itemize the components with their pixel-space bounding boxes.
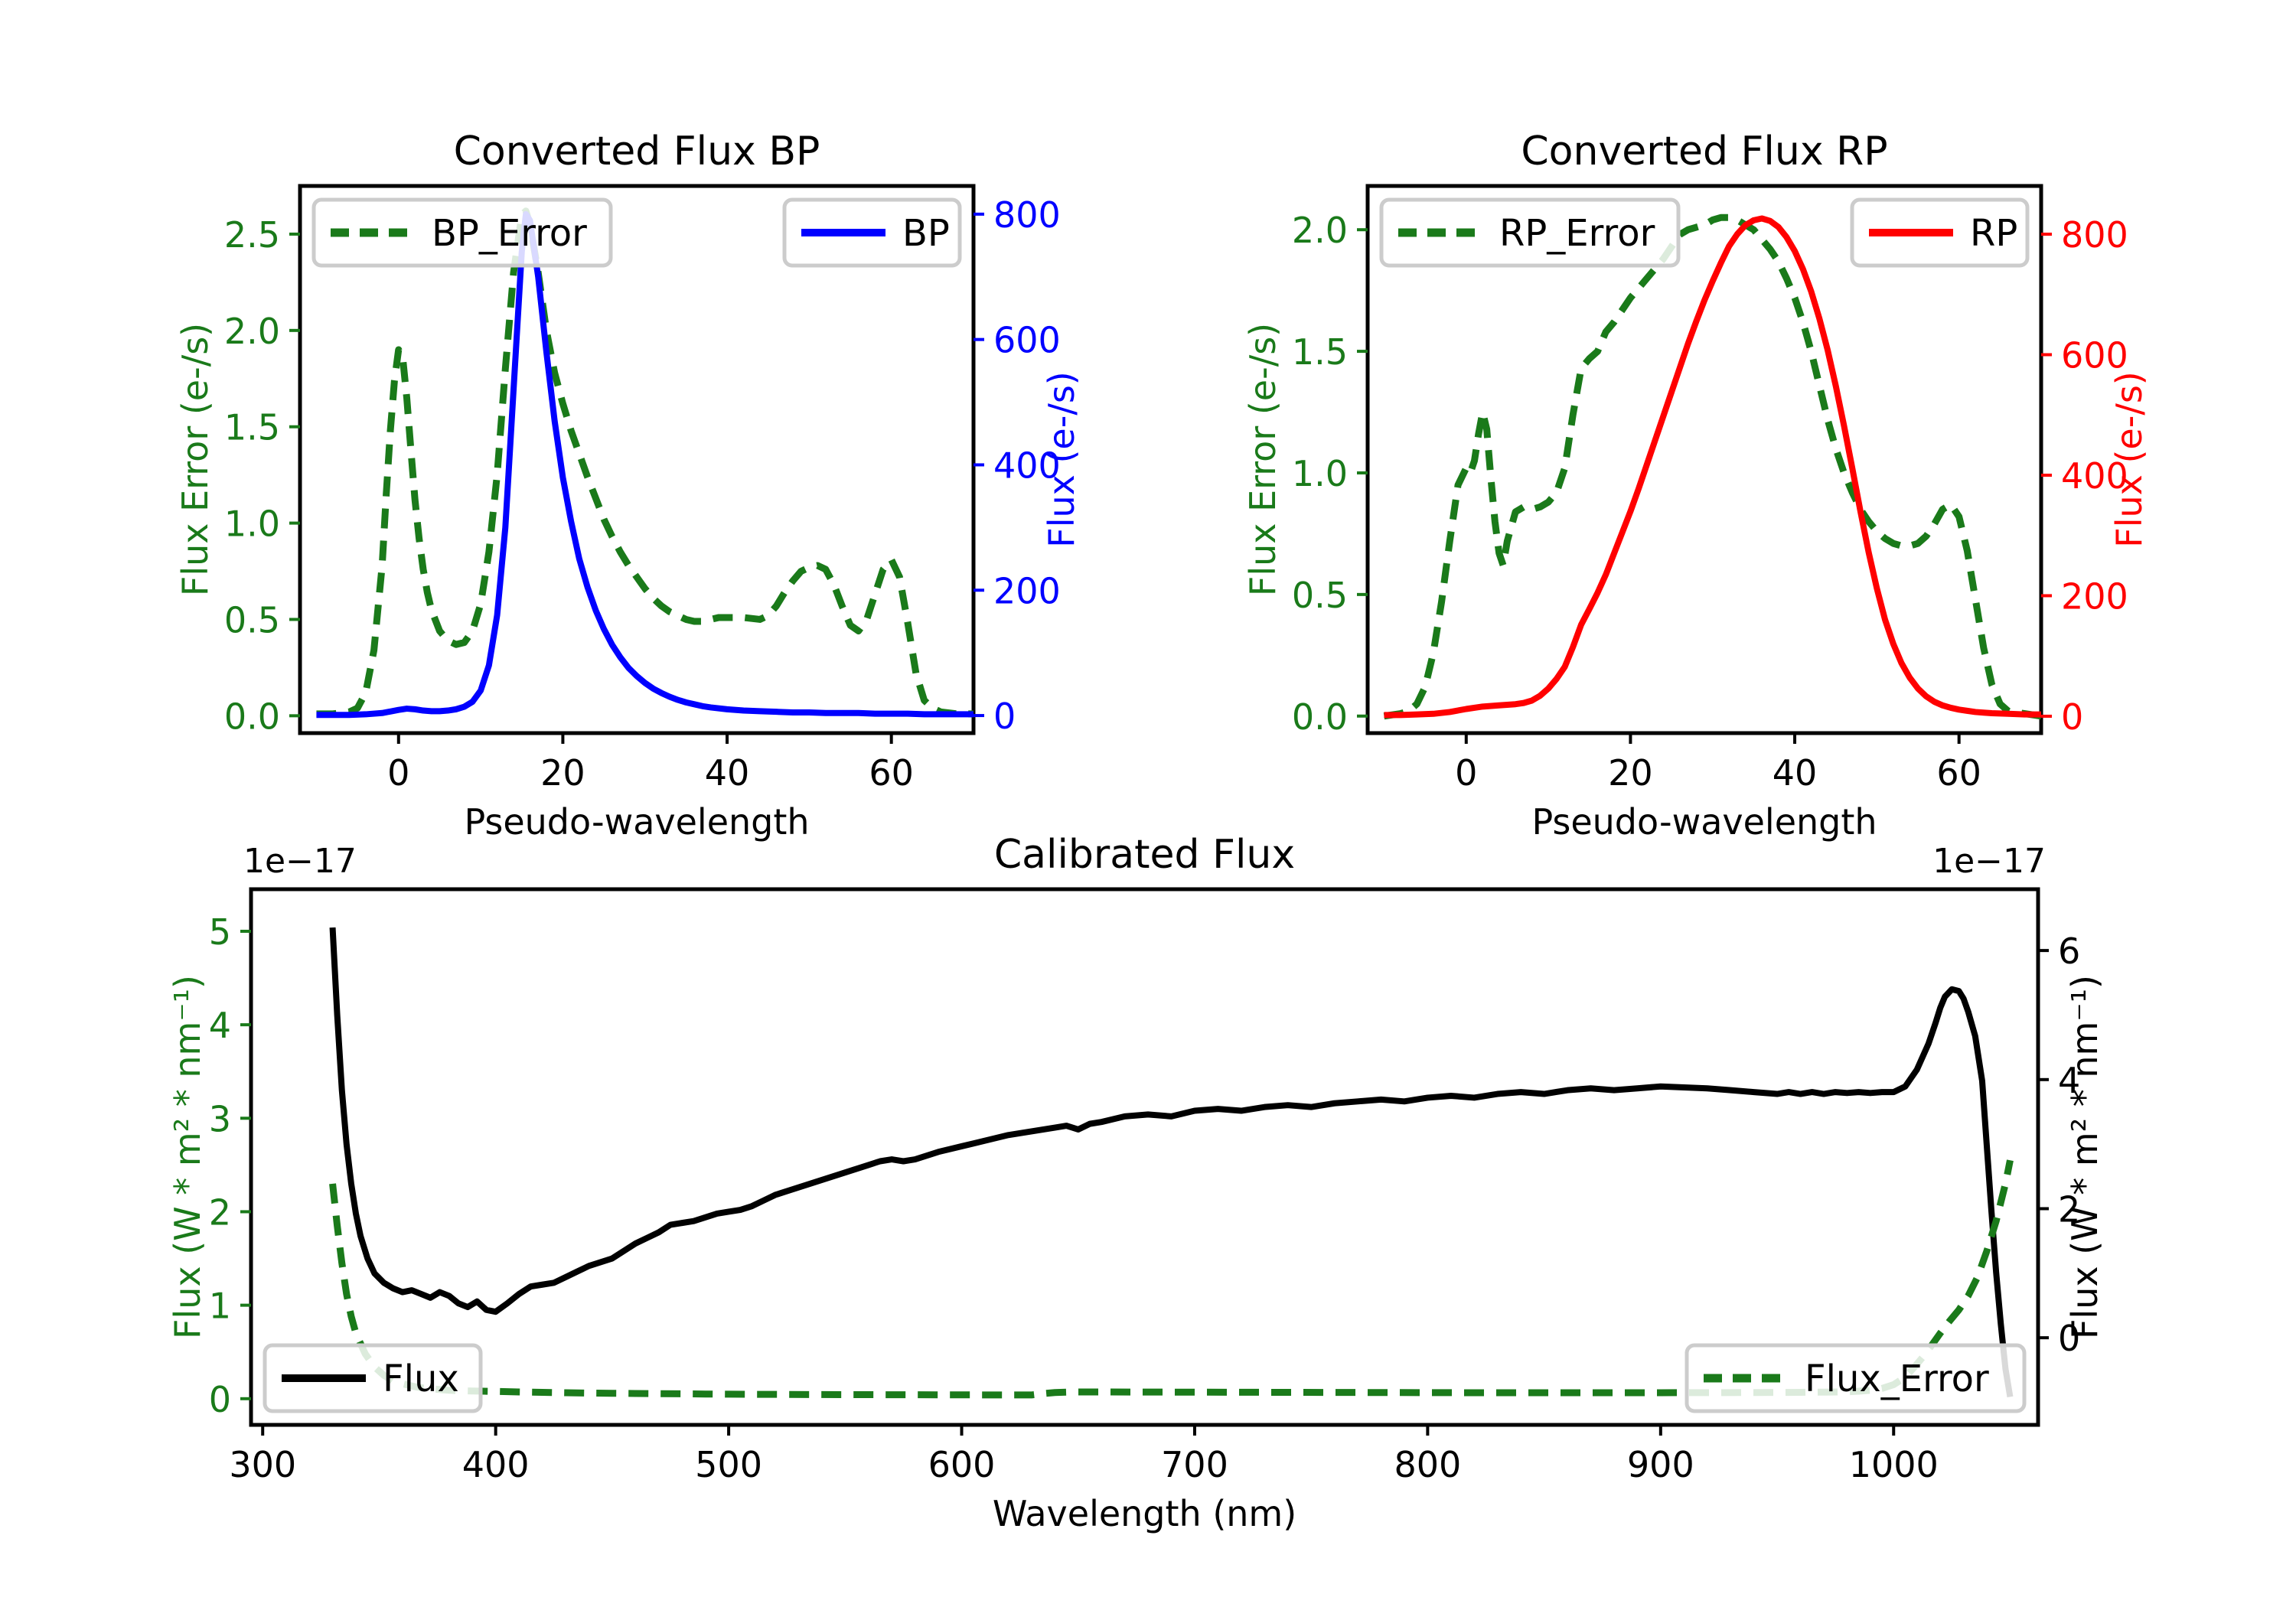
x-tick-label: 60 [869, 752, 914, 794]
series-group-bp [316, 207, 974, 719]
x-tick-label: 20 [1608, 752, 1653, 794]
x-tick-label: 300 [229, 1444, 296, 1485]
y-tick-label-left: 0.0 [224, 696, 280, 737]
panel-rp: Converted Flux RP 0 20 40 60 Pseudo-wavelengt… [1242, 129, 2150, 843]
series-rp-error [1383, 214, 2041, 720]
x-tick-label: 400 [462, 1444, 530, 1485]
panel-bp: Converted Flux BP 0 20 40 60 Pseudo-wavelengt… [174, 129, 1082, 843]
y-offset-text-right: 1e−17 [1932, 842, 2046, 881]
plot-frame-rp [1365, 184, 2043, 735]
series-bp [316, 210, 974, 719]
x-tick-label: 1000 [1849, 1444, 1939, 1485]
legend-label: RP [1970, 212, 2017, 255]
series-group-calibrated [329, 927, 2014, 1399]
y-tick-label-left: 0.5 [224, 599, 280, 641]
x-tick-label: 800 [1394, 1444, 1461, 1485]
legend-bp[interactable]: BP [782, 197, 962, 268]
legend-box [1684, 1343, 2027, 1413]
legend-box [263, 1343, 483, 1413]
y-axis-label-left-rp: Flux Error (e-/s) [1242, 323, 1283, 596]
legend-label: BP [902, 212, 950, 255]
y-tick-label-right: 200 [2061, 575, 2128, 617]
y-tick-label-right: 800 [2061, 214, 2128, 256]
x-axis-label-rp: Pseudo-wavelength [1531, 801, 1877, 843]
y-axis-label-left-calibrated: Flux (W * m² * nm⁻¹) [167, 975, 208, 1339]
y-tick-label-left: 1.5 [224, 407, 280, 448]
y-tick-label-right: 0 [2061, 696, 2083, 738]
y-axis-label-right-calibrated: Flux (W * m² * nm⁻¹) [2064, 975, 2105, 1339]
y-tick-label-right: 600 [2061, 334, 2128, 376]
x-tick-label: 20 [540, 752, 585, 794]
x-tick-label: 0 [1455, 752, 1477, 794]
y-tick-label-left: 1 [209, 1286, 231, 1327]
legend-bp-error[interactable]: BP_Error [311, 197, 613, 268]
y-tick-label-left: 2.0 [1292, 210, 1348, 251]
y-axis-label-left-bp: Flux Error (e-/s) [174, 323, 216, 596]
x-tick-label: 700 [1161, 1444, 1228, 1485]
legend-label: Flux [383, 1358, 459, 1400]
x-tick-label: 40 [705, 752, 750, 794]
y-tick-label-right: 4 [2058, 1060, 2080, 1101]
legend-rp-error[interactable]: RP_Error [1379, 197, 1681, 268]
y-tick-label-right: 0 [993, 696, 1016, 737]
y-tick-label-left: 2.0 [224, 311, 280, 352]
y-tick-label-left: 0 [209, 1379, 231, 1420]
series-bp-error [316, 207, 974, 718]
y-tick-label-right: 6 [2058, 931, 2080, 972]
y-axis-label-right-bp: Flux (e-/s) [1041, 371, 1082, 548]
y-tick-label-left: 2.5 [224, 214, 280, 256]
series-group-rp [1383, 214, 2041, 720]
x-tick-label: 600 [928, 1444, 996, 1485]
plot-frame-bp [298, 184, 976, 735]
series-flux-error [329, 1159, 2014, 1399]
y-tick-label-left: 1.5 [1292, 331, 1348, 373]
legend-box [311, 197, 613, 268]
y-tick-label-left: 4 [209, 1005, 231, 1046]
legend-flux-error[interactable]: Flux_Error [1684, 1343, 2027, 1413]
y-tick-label-right: 400 [2061, 455, 2128, 497]
y-tick-label-left: 2 [209, 1191, 231, 1233]
y-offset-text-left: 1e−17 [243, 842, 357, 881]
y-tick-label-left: 0.0 [1292, 696, 1348, 738]
y-axis-label-right-rp: Flux (e-/s) [2108, 371, 2150, 548]
panel-title-rp: Converted Flux RP [1521, 129, 1887, 174]
y-tick-label-right: 2 [2058, 1188, 2080, 1230]
x-axis-label-calibrated: Wavelength (nm) [993, 1493, 1296, 1534]
x-tick-label: 40 [1773, 752, 1818, 794]
legend-label: BP_Error [432, 212, 587, 255]
x-tick-label: 0 [387, 752, 409, 794]
legend-label: RP_Error [1499, 212, 1655, 255]
series-rp [1384, 215, 2041, 719]
panel-title-bp: Converted Flux BP [454, 129, 820, 174]
x-tick-label: 60 [1936, 752, 1981, 794]
y-tick-label-left: 3 [209, 1098, 231, 1139]
x-axis-label-bp: Pseudo-wavelength [464, 801, 809, 843]
legend-label: Flux_Error [1805, 1358, 1989, 1400]
series-flux [329, 927, 2014, 1398]
y-tick-label-right: 0 [2058, 1318, 2080, 1359]
y-tick-label-left: 1.0 [224, 504, 280, 545]
x-tick-label: 900 [1627, 1444, 1694, 1485]
legend-rp[interactable]: RP [1850, 197, 2030, 268]
plot-frame-calibrated [249, 887, 2040, 1427]
y-tick-label-right: 200 [993, 570, 1061, 611]
y-tick-label-left: 1.0 [1292, 453, 1348, 494]
legend-box [1379, 197, 1681, 268]
y-tick-label-right: 800 [993, 194, 1061, 236]
y-tick-label-right: 600 [993, 320, 1061, 361]
panel-title-calibrated: Calibrated Flux [994, 832, 1295, 878]
legend-flux[interactable]: Flux [263, 1343, 483, 1413]
x-tick-label: 500 [695, 1444, 762, 1485]
y-tick-label-left: 0.5 [1292, 575, 1348, 616]
y-tick-label-right: 400 [993, 445, 1061, 486]
y-tick-label-left: 5 [209, 911, 231, 953]
